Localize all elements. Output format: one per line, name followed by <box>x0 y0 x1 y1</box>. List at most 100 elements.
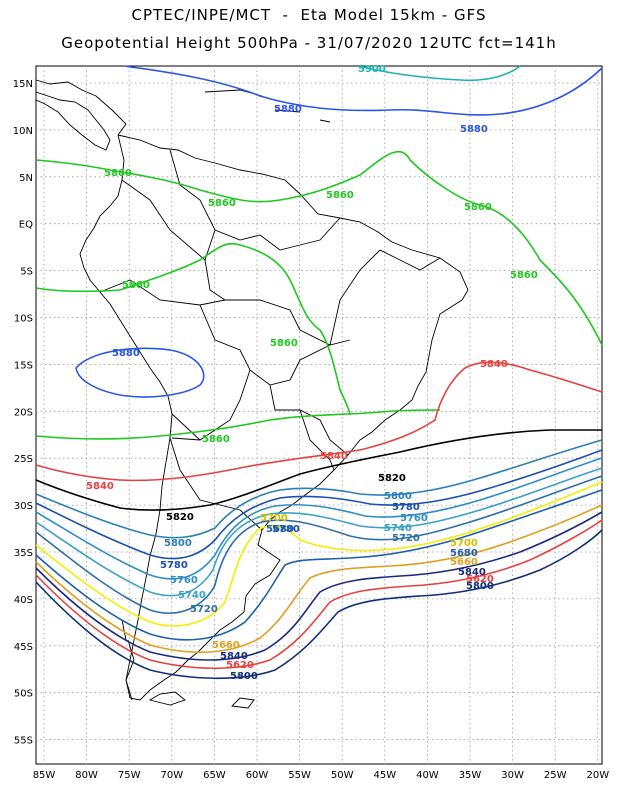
contour-label: 5720 <box>190 604 218 615</box>
contour-label: 5680 <box>450 548 478 559</box>
longitude-label: 60W <box>246 770 269 781</box>
longitude-label: 30W <box>501 770 524 781</box>
contour-label: 5840 <box>458 567 486 578</box>
contour-label: 5780 <box>272 524 300 535</box>
contour-label: 5700 <box>450 538 478 549</box>
longitude-label: 20W <box>586 770 609 781</box>
contour-5740 <box>35 467 603 597</box>
falkland-islands <box>231 697 255 709</box>
contour-label: 5840 <box>320 451 348 462</box>
contour-5700 <box>35 481 603 627</box>
latitude-label: 30S <box>14 501 33 512</box>
longitude-label: 70W <box>160 770 183 781</box>
latitude-label: 45S <box>14 642 33 653</box>
contour-label: 5820 <box>378 473 406 484</box>
contour-5760 <box>35 457 603 580</box>
longitude-label: 85W <box>33 770 56 781</box>
contour-label: 5860 <box>104 168 132 179</box>
latitude-label: 35S <box>14 548 33 559</box>
latitude-label: 5S <box>20 267 33 278</box>
contour-label: 5700 <box>260 513 288 524</box>
latitude-label: 10S <box>14 314 33 325</box>
contour-label: 5780 <box>392 502 420 513</box>
latitude-label: 55S <box>14 736 33 747</box>
contour-label: 5860 <box>208 198 236 209</box>
contour-5640 <box>35 511 603 661</box>
map-title-line2: Geopotential Height 500hPa - 31/07/2020 … <box>61 34 557 52</box>
contour-5620 <box>35 519 603 670</box>
contour-label: 5860 <box>510 270 538 281</box>
contour-label: 5660 <box>450 557 478 568</box>
chile-fjords <box>121 619 135 701</box>
contour-5720 <box>35 475 603 614</box>
contour-label: 5900 <box>358 64 386 75</box>
contour-label: 5880 <box>112 348 140 359</box>
contour-5600 <box>35 529 603 680</box>
contour-label: 5840 <box>220 651 248 662</box>
contour-label: 5860 <box>326 190 354 201</box>
contour-5660 <box>35 504 603 653</box>
longitude-label: 25W <box>544 770 567 781</box>
central-america-coast <box>35 91 111 151</box>
latitude-label: 20S <box>14 407 33 418</box>
latitude-label: 10N <box>13 126 33 137</box>
map-title-line1: CPTEC/INPE/MCT - Eta Model 15km - GFS <box>131 6 487 24</box>
contour-label: 5740 <box>178 590 206 601</box>
contour-5880 <box>123 65 603 116</box>
contour-5900 <box>359 65 521 82</box>
contour-label: 5860 <box>464 202 492 213</box>
graticule-grid <box>36 66 602 764</box>
contour-5800 <box>35 439 603 539</box>
contour-5820 <box>35 429 602 511</box>
longitude-label: 40W <box>416 770 439 781</box>
contour-label: 5800 <box>384 491 412 502</box>
latitude-label: EQ <box>19 220 33 231</box>
contour-label: 5860 <box>122 280 150 291</box>
contour-label: 5740 <box>384 523 412 534</box>
longitude-label: 80W <box>75 770 98 781</box>
longitude-label: 50W <box>331 770 354 781</box>
latitude-label: 15S <box>14 360 33 371</box>
longitude-label: 75W <box>118 770 141 781</box>
contour-5860-north <box>35 150 603 346</box>
south-america-coast <box>79 134 469 701</box>
contour-label: 5840 <box>86 481 114 492</box>
latitude-labels: 15N 10N 5N EQ 5S 10S 15S 20S 25S 30S 35S 40S 45S 50S 5… <box>13 79 33 747</box>
latitude-label: 15N <box>13 79 33 90</box>
latitude-label: 25S <box>14 454 33 465</box>
longitude-label: 35W <box>459 770 482 781</box>
contour-label: 5860 <box>270 338 298 349</box>
contour-label: 5800 <box>164 538 192 549</box>
contour-label: 5760 <box>400 513 428 524</box>
longitude-labels: 85W 80W 75W 70W 65W 60W 55W 50W 45W 40W 35W 30W 25W 2… <box>33 770 610 781</box>
longitude-label: 45W <box>373 770 396 781</box>
longitude-label: 65W <box>203 770 226 781</box>
latitude-label: 40S <box>14 595 33 606</box>
latitude-label: 50S <box>14 689 33 700</box>
contour-label: 5860 <box>202 434 230 445</box>
contour-label: 5620 <box>466 574 494 585</box>
height-contours <box>35 65 603 680</box>
longitude-label: 55W <box>288 770 311 781</box>
country-borders <box>99 149 441 531</box>
contour-label: 5720 <box>392 533 420 544</box>
tierra-del-fuego <box>148 691 186 706</box>
contour-5780 <box>35 449 603 560</box>
contour-5880-loop <box>75 347 205 398</box>
contour-label: 5800 <box>230 671 258 682</box>
contour-5680 <box>35 489 603 641</box>
contour-label: 5820 <box>166 512 194 523</box>
contour-labels: 5900 5880 5880 5880 5860 5860 5860 5860 … <box>86 64 538 682</box>
contour-label: 5800 <box>466 581 494 592</box>
contour-label: 5880 <box>274 104 302 115</box>
latitude-label: 5N <box>19 173 33 184</box>
contour-label: 5880 <box>460 124 488 135</box>
contour-label: 5680 <box>266 524 294 535</box>
central-america-coast-north <box>35 79 127 136</box>
contour-5860-south <box>35 242 351 416</box>
contour-5840 <box>35 361 603 482</box>
coastlines <box>35 79 469 709</box>
contour-5860-lower <box>35 409 441 440</box>
contour-label: 5760 <box>170 575 198 586</box>
